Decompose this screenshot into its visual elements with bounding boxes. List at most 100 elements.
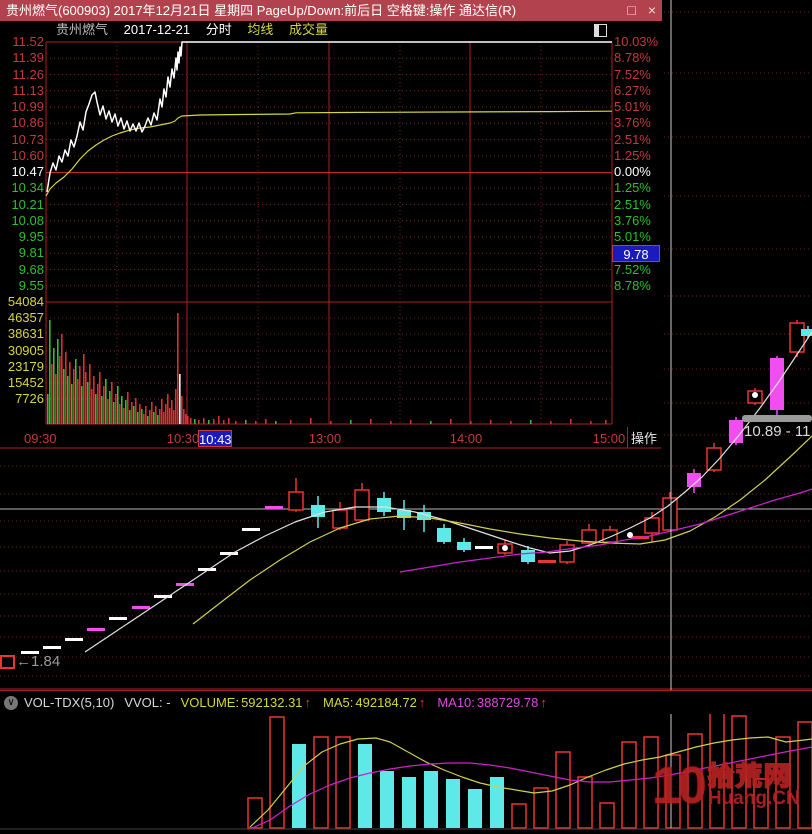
- intraday-volume-bar: [59, 356, 61, 424]
- intraday-volume-bar: [223, 420, 225, 424]
- intraday-volume-bar: [133, 406, 135, 424]
- intraday-volume-bar: [390, 421, 392, 424]
- volume-bar: [643, 736, 659, 829]
- volume-bar: [380, 771, 394, 828]
- volume-bar: [577, 776, 593, 829]
- intraday-volume-bar: [105, 379, 107, 424]
- collapse-chevron-icon[interactable]: ∨: [4, 695, 18, 710]
- window-title: 贵州燃气(600903) 2017年12月21日 星期四 PageUp/Down…: [6, 3, 517, 18]
- volume-bar: [269, 716, 285, 829]
- volume-bar: [292, 744, 306, 828]
- chart-date: 2017-12-21: [123, 22, 191, 37]
- intraday-volume-bar: [109, 391, 111, 424]
- price-axis-label: 11.39: [12, 50, 44, 66]
- intraday-volume-bar: [165, 404, 167, 424]
- time-axis-label: 13:00: [308, 431, 342, 446]
- price-axis-label: 11.26: [12, 66, 44, 82]
- intraday-volume-bar: [57, 339, 59, 424]
- intraday-volume-bar: [550, 421, 552, 424]
- intraday-volume-bar: [55, 374, 57, 424]
- intraday-volume-bar: [61, 334, 63, 424]
- limit-dash-candle: [242, 528, 260, 531]
- volume-bar: [533, 787, 549, 829]
- intraday-volume-bar: [430, 421, 432, 424]
- intraday-header: 贵州燃气 2017-12-21 分时 均线 成交量: [0, 22, 662, 38]
- intraday-volume-bar: [99, 372, 101, 424]
- kline-ma10-line: [192, 435, 812, 625]
- intraday-volume-bar: [69, 362, 71, 424]
- price-axis-label: 9.55: [18, 277, 44, 293]
- limit-dash-candle: [538, 560, 556, 563]
- intraday-volume-bar: [370, 419, 372, 424]
- percent-axis-label: 7.52%: [614, 261, 651, 277]
- volume-bar: [402, 777, 416, 828]
- intraday-volume-bar: [169, 408, 171, 424]
- intraday-volume-bar: [310, 418, 312, 424]
- intraday-volume-bar: [490, 420, 492, 424]
- price-line: [46, 41, 612, 193]
- window-titlebar[interactable]: 贵州燃气(600903) 2017年12月21日 星期四 PageUp/Down…: [0, 0, 662, 21]
- tab-chengjiaoliang[interactable]: 成交量: [289, 22, 329, 37]
- percent-axis-label: 2.51%: [614, 131, 651, 147]
- intraday-volume-bar: [590, 421, 592, 424]
- candlestick: [801, 329, 812, 336]
- intraday-volume-bar: [190, 418, 192, 424]
- tab-junxian[interactable]: 均线: [247, 22, 274, 37]
- percent-axis-label: 10.03%: [614, 34, 659, 49]
- ma5-value: 492184.72: [355, 695, 417, 710]
- intraday-volume-bar: [149, 410, 151, 424]
- ex-dividend-dot: [502, 545, 508, 551]
- limit-dash-candle: [198, 568, 216, 571]
- intraday-volume-bar: [93, 376, 95, 424]
- limit-dash-candle: [109, 617, 127, 620]
- time-axis-label: 10:30: [166, 431, 200, 446]
- popup-grip[interactable]: [742, 415, 812, 422]
- indicator-name[interactable]: VOL-TDX(5,10): [24, 695, 115, 710]
- panel-toggle-icon[interactable]: [594, 24, 607, 37]
- intraday-volume-bar: [255, 421, 257, 424]
- percent-axis-label: 5.01%: [614, 229, 651, 244]
- action-menu[interactable]: 操作: [630, 431, 657, 446]
- volume-bar: [247, 797, 263, 829]
- candlestick: [559, 544, 575, 563]
- intraday-volume-bar: [159, 409, 161, 424]
- stock-name: 贵州燃气: [56, 22, 109, 37]
- maximize-button[interactable]: □: [627, 2, 636, 18]
- volume-axis-label: 38631: [7, 326, 44, 342]
- close-button[interactable]: ×: [647, 2, 656, 18]
- intraday-volume-bar: [175, 389, 177, 424]
- cursor-time-label: 10:43: [198, 430, 232, 447]
- tab-fenshi[interactable]: 分时: [205, 22, 232, 37]
- average-price-line: [45, 110, 613, 197]
- percent-axis-label: 1.25%: [614, 147, 651, 163]
- intraday-volume-bar: [103, 386, 105, 424]
- price-marker-label: ←1.84: [16, 653, 61, 670]
- candlestick: [706, 447, 722, 471]
- ma10-label: MA10:: [437, 695, 475, 710]
- price-axis-label: 10.08: [11, 212, 44, 228]
- volume-axis-label: 15452: [7, 375, 44, 390]
- intraday-volume-bar: [115, 394, 117, 424]
- ex-dividend-dot: [752, 392, 758, 398]
- intraday-volume-bar: [77, 379, 79, 424]
- percent-axis-label: 5.01%: [614, 99, 651, 114]
- candlestick: [457, 542, 471, 550]
- volume-axis-label: 54084: [7, 294, 44, 309]
- candlestick: [521, 550, 535, 562]
- intraday-volume-bar: [194, 419, 196, 424]
- intraday-volume-bar: [157, 415, 159, 424]
- volume-bar: [753, 778, 769, 829]
- intraday-volume-bar: [330, 421, 332, 424]
- candlestick: [311, 505, 325, 517]
- candlestick: [662, 497, 678, 531]
- intraday-volume-bar: [81, 386, 83, 424]
- candlestick: [581, 529, 597, 544]
- limit-dash-candle: [154, 595, 172, 598]
- intraday-volume-bar: [153, 412, 155, 424]
- volume-ma10-line: [249, 746, 812, 830]
- watermark-logo: 10: [652, 757, 707, 815]
- kline-ma20-line: [399, 488, 812, 573]
- volume-bar: [490, 777, 504, 828]
- intraday-volume-bar: [510, 421, 512, 424]
- divider: [627, 427, 628, 448]
